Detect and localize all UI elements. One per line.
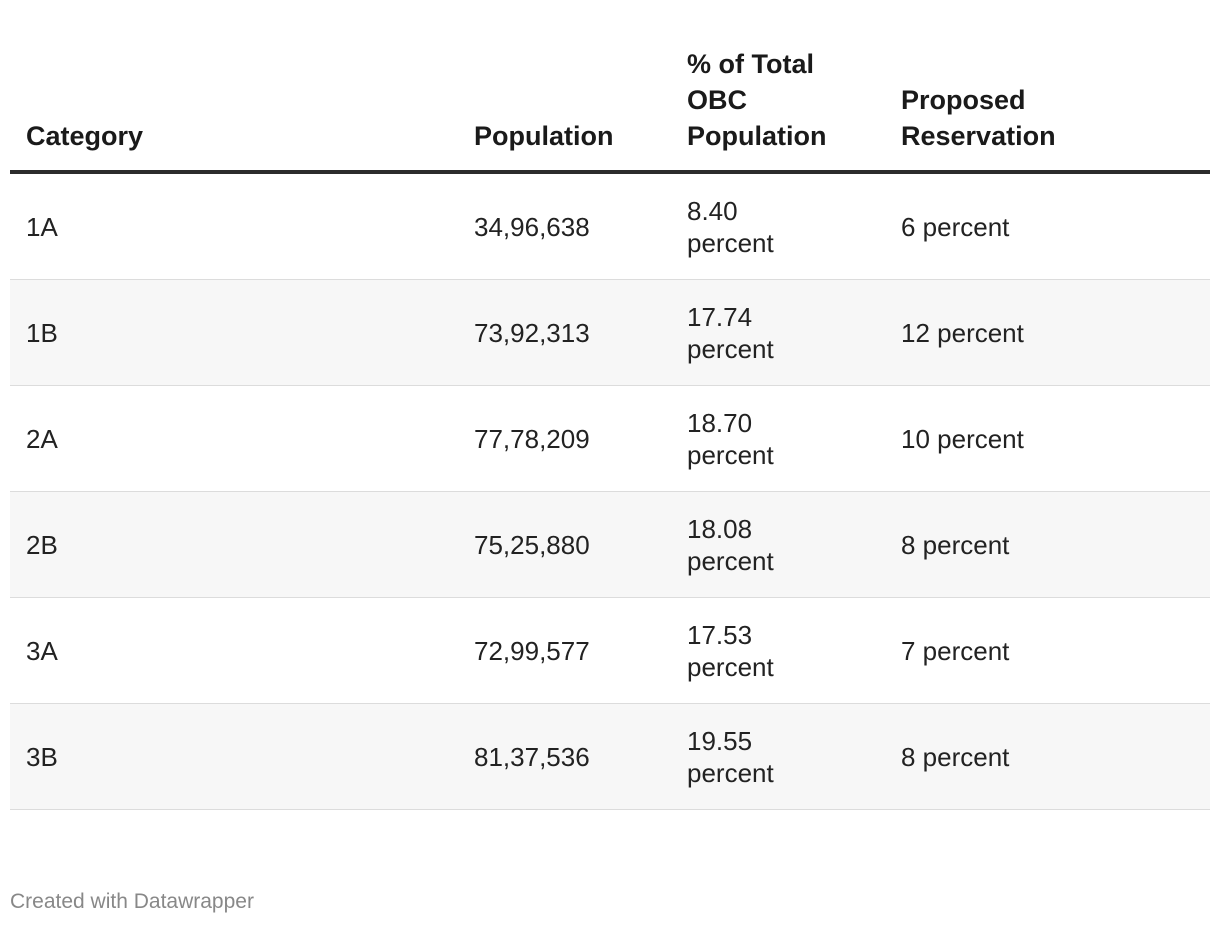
- cell-category: 2B: [10, 491, 458, 598]
- datawrapper-credit[interactable]: Created with Datawrapper: [10, 890, 254, 913]
- table-header-row: Category Population % of Total OBC Popul…: [10, 40, 1210, 174]
- table-row: 1B 73,92,313 17.74 percent 12 percent: [10, 279, 1210, 386]
- cell-percent-unit: percent: [687, 227, 774, 258]
- column-header-percent-total[interactable]: % of Total OBC Population: [671, 40, 885, 174]
- column-header-proposed-reservation[interactable]: Proposed Reservation: [885, 40, 1210, 174]
- cell-percent-unit: percent: [687, 651, 774, 682]
- cell-percent-value: 17.53: [687, 619, 753, 650]
- cell-percent-total: 18.08 percent: [671, 491, 885, 598]
- cell-reservation: 8 percent: [885, 491, 1210, 598]
- cell-category: 2A: [10, 385, 458, 492]
- cell-population: 72,99,577: [458, 597, 671, 704]
- cell-reservation: 6 percent: [885, 172, 1210, 280]
- cell-percent-value: 8.40: [687, 195, 738, 226]
- table-row: 1A 34,96,638 8.40 percent 6 percent: [10, 172, 1210, 280]
- cell-reservation: 8 percent: [885, 703, 1210, 810]
- column-header-population[interactable]: Population: [458, 40, 671, 174]
- cell-percent-value: 18.70: [687, 407, 753, 438]
- cell-percent-unit: percent: [687, 757, 774, 788]
- cell-percent-total: 17.74 percent: [671, 279, 885, 386]
- cell-percent-unit: percent: [687, 439, 774, 470]
- cell-category: 3B: [10, 703, 458, 810]
- column-header-category[interactable]: Category: [10, 40, 458, 174]
- cell-percent-value: 18.08: [687, 513, 753, 544]
- cell-population: 34,96,638: [458, 172, 671, 280]
- table-row: 3A 72,99,577 17.53 percent 7 percent: [10, 597, 1210, 704]
- cell-percent-unit: percent: [687, 333, 774, 364]
- table-row: 2B 75,25,880 18.08 percent 8 percent: [10, 491, 1210, 598]
- cell-percent-total: 18.70 percent: [671, 385, 885, 492]
- cell-population: 81,37,536: [458, 703, 671, 810]
- table-row: 2A 77,78,209 18.70 percent 10 percent: [10, 385, 1210, 492]
- cell-population: 73,92,313: [458, 279, 671, 386]
- table-row: 3B 81,37,536 19.55 percent 8 percent: [10, 703, 1210, 810]
- data-table-container: Category Population % of Total OBC Popul…: [10, 40, 1210, 810]
- cell-percent-value: 17.74: [687, 301, 753, 332]
- cell-percent-total: 17.53 percent: [671, 597, 885, 704]
- cell-reservation: 7 percent: [885, 597, 1210, 704]
- cell-category: 1A: [10, 172, 458, 280]
- cell-reservation: 10 percent: [885, 385, 1210, 492]
- cell-percent-value: 19.55: [687, 725, 753, 756]
- cell-category: 1B: [10, 279, 458, 386]
- obc-reservation-table: Category Population % of Total OBC Popul…: [10, 40, 1210, 810]
- cell-population: 75,25,880: [458, 491, 671, 598]
- cell-population: 77,78,209: [458, 385, 671, 492]
- cell-category: 3A: [10, 597, 458, 704]
- cell-percent-total: 19.55 percent: [671, 703, 885, 810]
- cell-reservation: 12 percent: [885, 279, 1210, 386]
- cell-percent-unit: percent: [687, 545, 774, 576]
- cell-percent-total: 8.40 percent: [671, 172, 885, 280]
